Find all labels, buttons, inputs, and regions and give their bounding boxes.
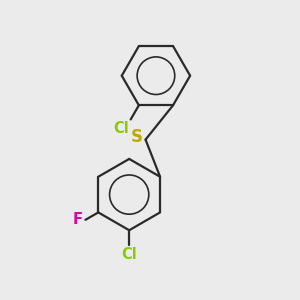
Text: Cl: Cl [121, 248, 137, 262]
Text: Cl: Cl [113, 121, 129, 136]
Text: F: F [73, 212, 83, 227]
Text: S: S [131, 128, 143, 146]
